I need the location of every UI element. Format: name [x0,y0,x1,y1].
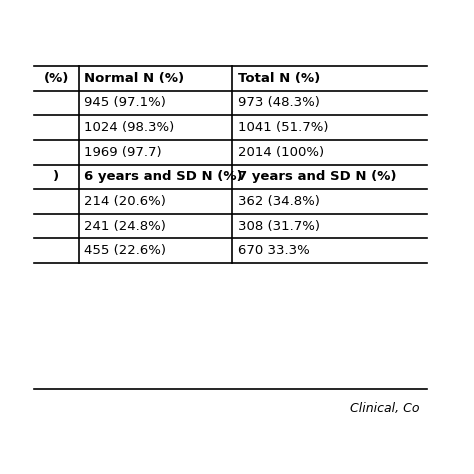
Text: Total N (%): Total N (%) [237,72,320,85]
Text: 308 (31.7%): 308 (31.7%) [237,219,319,233]
Text: 945 (97.1%): 945 (97.1%) [84,96,166,109]
Text: 455 (22.6%): 455 (22.6%) [84,244,166,257]
Text: 6 years and SD N (%): 6 years and SD N (%) [84,170,243,183]
Text: 670 33.3%: 670 33.3% [237,244,310,257]
Text: Normal N (%): Normal N (%) [84,72,184,85]
Text: 2014 (100%): 2014 (100%) [237,146,324,159]
Text: 973 (48.3%): 973 (48.3%) [237,96,319,109]
Text: 241 (24.8%): 241 (24.8%) [84,219,166,233]
Text: 362 (34.8%): 362 (34.8%) [237,195,319,208]
Text: 1041 (51.7%): 1041 (51.7%) [237,121,328,134]
Text: ): ) [53,170,59,183]
Text: Clinical, Co: Clinical, Co [350,401,419,415]
Text: 1024 (98.3%): 1024 (98.3%) [84,121,174,134]
Text: 214 (20.6%): 214 (20.6%) [84,195,166,208]
Text: (%): (%) [44,72,69,85]
Text: 7 years and SD N (%): 7 years and SD N (%) [237,170,396,183]
Text: 1969 (97.7): 1969 (97.7) [84,146,162,159]
